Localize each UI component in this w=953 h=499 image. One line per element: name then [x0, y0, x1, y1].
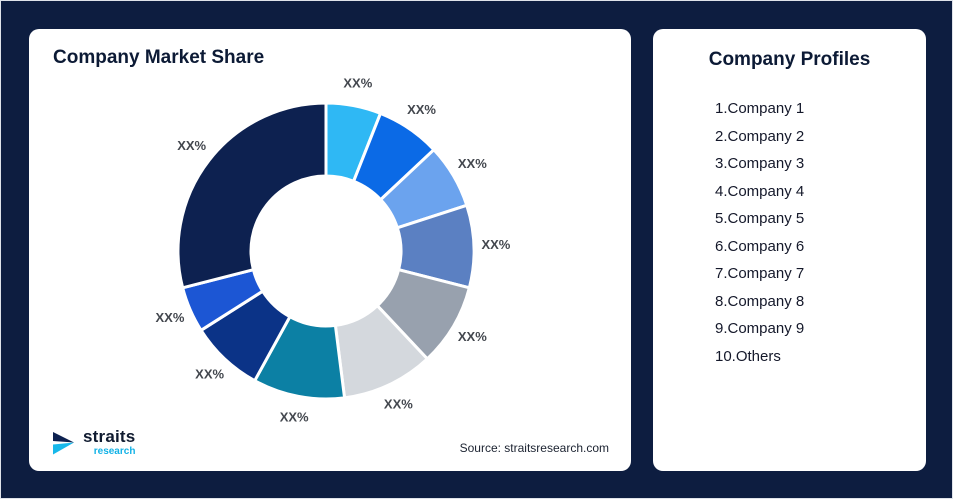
profile-item: 5.Company 5	[715, 210, 805, 227]
source-text: Source: straitsresearch.com	[459, 441, 609, 455]
donut-label-segment-6: XX%	[384, 396, 413, 411]
logo-text: straits research	[83, 428, 135, 457]
donut-label-segment-10: XX%	[177, 138, 206, 153]
profile-item: 8.Company 8	[715, 292, 805, 310]
market-share-card: Company Market Share XX% XX% XX% XX% XX% XX% X…	[29, 29, 631, 471]
profile-item: 3.Company 3	[715, 155, 805, 172]
company-profiles-card: Company Profiles 1.Company 1 2.Company 2 3…	[653, 29, 926, 471]
profile-item: 6.Company 6	[715, 237, 805, 255]
donut-label-segment-3: XX%	[458, 156, 487, 171]
straits-logo-icon	[53, 431, 74, 454]
straits-research-logo: straits research	[51, 428, 135, 457]
profile-item: 4.Company 4	[715, 182, 805, 200]
profile-item: 9.Company 9	[715, 320, 805, 337]
donut-label-segment-8: XX%	[195, 366, 224, 381]
donut-label-segment-7: XX%	[280, 409, 309, 424]
donut-label-segment-1: XX%	[343, 75, 372, 90]
profiles-title: Company Profiles	[708, 49, 871, 70]
profiles-list: 1.Company 1 2.Company 2 3.Company 3 4.Compa…	[715, 95, 910, 370]
donut-label-segment-2: XX%	[407, 102, 436, 117]
profile-item: 10.Others	[715, 347, 781, 365]
profile-item: 1.Company 1	[715, 100, 805, 117]
profile-item: 7.Company 7	[715, 265, 805, 282]
donut-label-segment-4: XX%	[481, 237, 510, 252]
donut-chart: XX% XX% XX% XX% XX% XX% XX% XX% XX% XX%	[156, 75, 511, 424]
chart-title: Company Market Share	[53, 47, 265, 68]
donut-label-segment-5: XX%	[458, 329, 487, 344]
logo-sub-text: research	[93, 446, 136, 457]
donut-segment-10	[176, 101, 328, 290]
logo-brand-text: straits	[83, 427, 136, 446]
profile-item: 2.Company 2	[715, 127, 805, 145]
donut-label-segment-9: XX%	[156, 310, 185, 325]
